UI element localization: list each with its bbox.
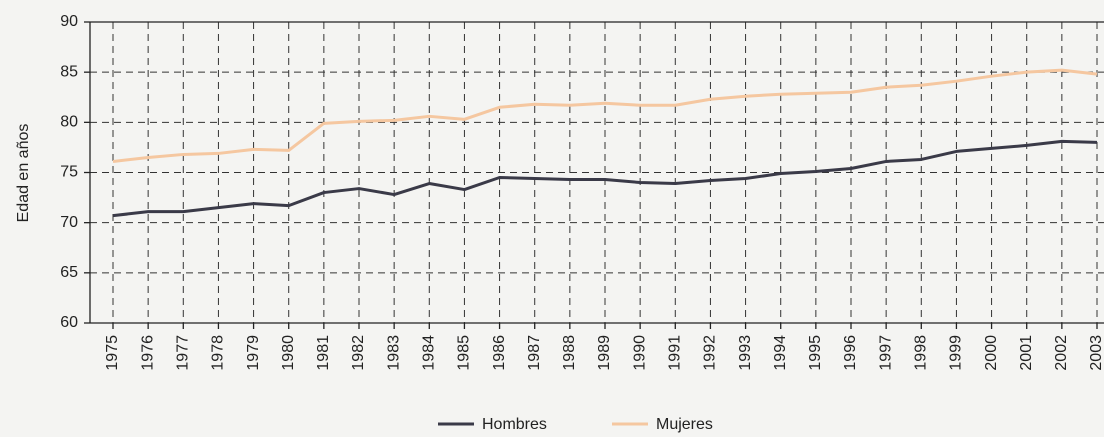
x-tick-label: 1982 bbox=[350, 335, 367, 371]
x-tick-label: 1975 bbox=[104, 335, 121, 371]
x-tick-label: 1999 bbox=[948, 335, 965, 371]
y-tick-label: 90 bbox=[60, 13, 78, 30]
x-tick-label: 1995 bbox=[807, 335, 824, 371]
x-tick-label: 2001 bbox=[1018, 335, 1035, 371]
legend-label: Hombres bbox=[482, 416, 547, 433]
x-tick-label: 1986 bbox=[491, 335, 508, 371]
y-tick-label: 85 bbox=[60, 63, 78, 80]
legend-label: Mujeres bbox=[656, 416, 713, 433]
x-tick-label: 1991 bbox=[667, 335, 684, 371]
x-tick-label: 1998 bbox=[913, 335, 930, 371]
y-axis-label: Edad en años bbox=[15, 124, 32, 223]
x-tick-label: 1990 bbox=[631, 335, 648, 371]
series-line bbox=[112, 139, 1098, 218]
x-tick-label: 1985 bbox=[456, 335, 473, 371]
x-tick-label: 1988 bbox=[561, 335, 578, 371]
x-tick-label: 1980 bbox=[280, 335, 297, 371]
x-tick-label: 1994 bbox=[772, 335, 789, 371]
x-tick-label: 1983 bbox=[385, 335, 402, 371]
y-tick-label: 60 bbox=[60, 314, 78, 331]
x-tick-label: 1977 bbox=[175, 335, 192, 371]
x-tick-label: 1979 bbox=[245, 335, 262, 371]
y-tick-label: 65 bbox=[60, 264, 78, 281]
x-tick-label: 1997 bbox=[877, 335, 894, 371]
x-tick-label: 1981 bbox=[315, 335, 332, 371]
y-tick-label: 80 bbox=[60, 114, 78, 131]
x-tick-label: 1978 bbox=[210, 335, 227, 371]
x-tick-label: 1984 bbox=[421, 335, 438, 371]
x-tick-label: 1987 bbox=[526, 335, 543, 371]
x-tick-label: 2002 bbox=[1053, 335, 1070, 371]
x-tick-label: 1992 bbox=[702, 335, 719, 371]
x-tick-label: 1976 bbox=[139, 335, 156, 371]
x-tick-label: 1996 bbox=[842, 335, 859, 371]
x-tick-label: 2000 bbox=[983, 335, 1000, 371]
x-tick-label: 1989 bbox=[596, 335, 613, 371]
series-line bbox=[112, 68, 1098, 163]
x-tick-label: 2003 bbox=[1088, 335, 1104, 371]
y-tick-label: 75 bbox=[60, 164, 78, 181]
y-tick-label: 70 bbox=[60, 214, 78, 231]
x-tick-label: 1993 bbox=[737, 335, 754, 371]
